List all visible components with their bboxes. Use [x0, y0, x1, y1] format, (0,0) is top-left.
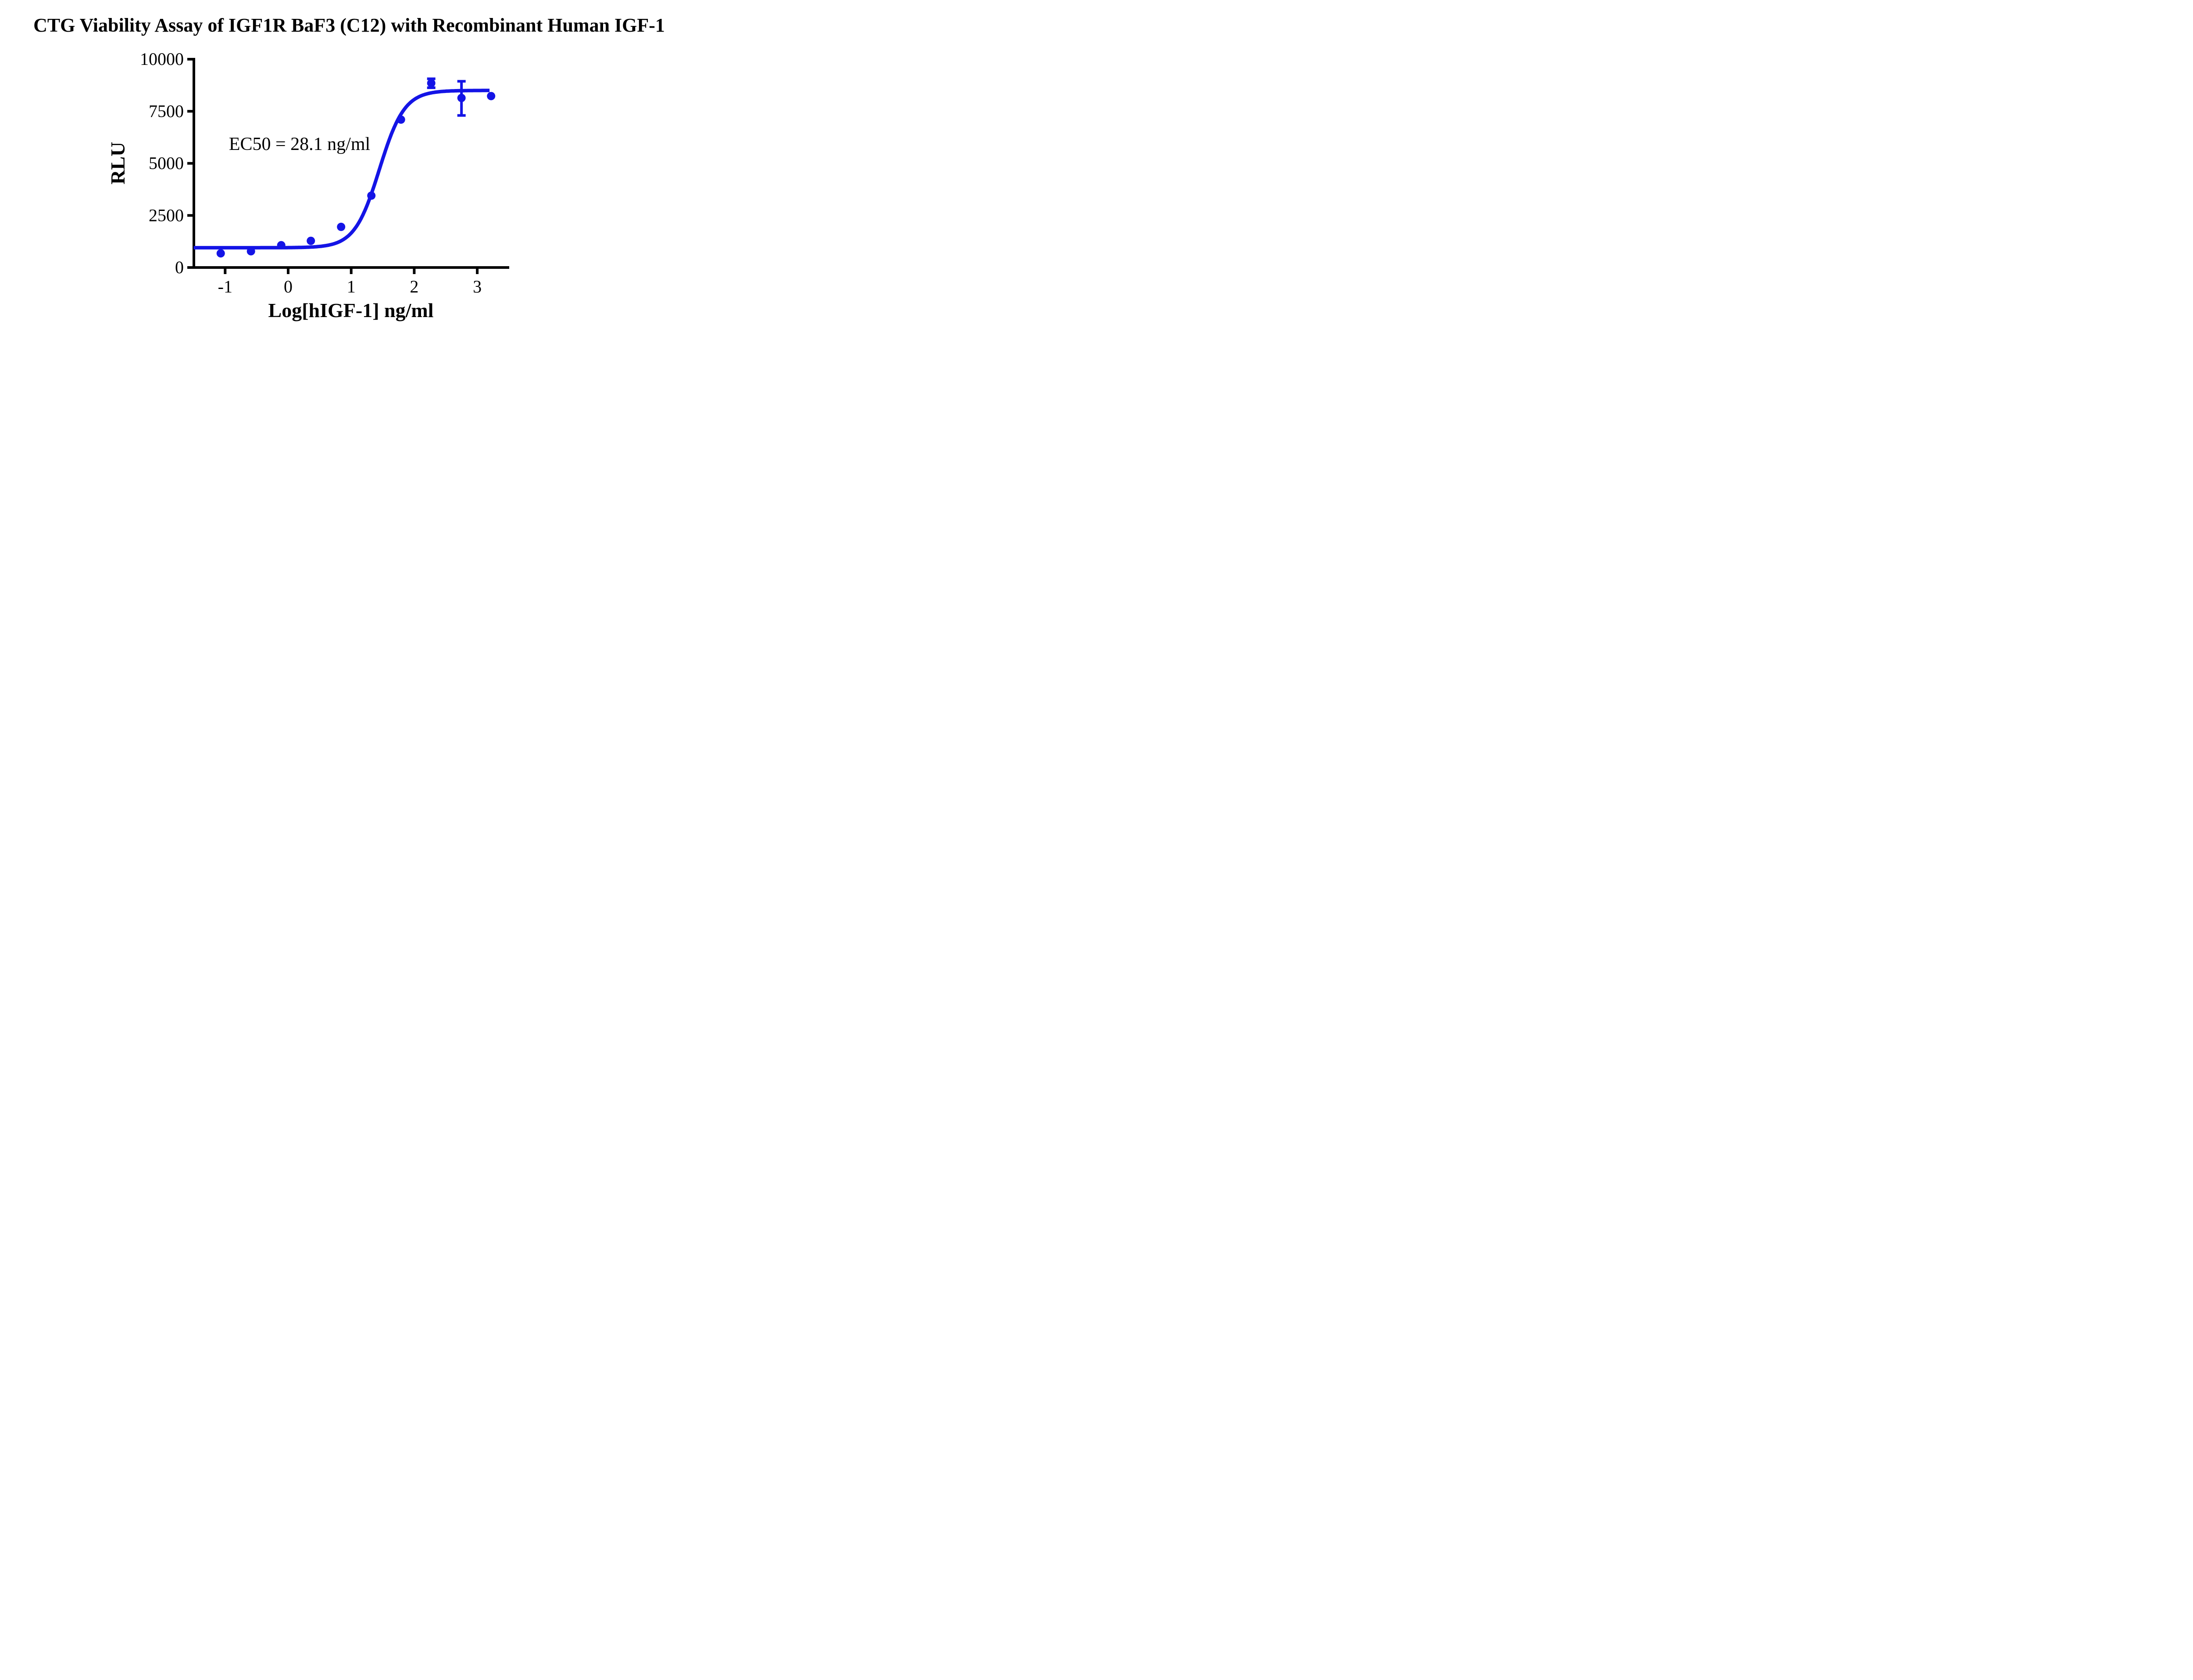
x-tick-mark: [476, 269, 479, 274]
x-tick-mark: [224, 269, 227, 274]
data-point: [367, 191, 376, 200]
x-axis-title: Log[hIGF-1] ng/ml: [268, 299, 434, 321]
y-tick-mark: [187, 58, 193, 61]
error-bar-cap-top: [427, 77, 436, 80]
data-point: [246, 247, 255, 256]
error-bar-cap-bottom: [427, 86, 436, 89]
chart-title: CTG Viability Assay of IGF1R BaF3 (C12) …: [33, 14, 665, 36]
x-tick-mark: [287, 269, 289, 274]
y-tick-label: 2500: [149, 205, 184, 225]
y-tick-mark: [187, 162, 193, 165]
data-point: [337, 222, 346, 231]
chart-layer: 0 2500 5000 7500 10000 -1 0 1 2 3: [140, 49, 509, 296]
data-point: [277, 241, 286, 250]
data-point: [396, 115, 405, 124]
data-point: [216, 249, 225, 258]
y-axis-line: [193, 58, 195, 269]
y-tick-label: 5000: [149, 153, 184, 173]
x-tick-label: 1: [347, 277, 356, 296]
ec50-annotation: EC50 = 28.1 ng/ml: [229, 134, 370, 154]
data-point: [307, 236, 315, 245]
error-bar-cap-top: [457, 80, 466, 83]
x-tick-label: 3: [473, 277, 482, 296]
plot-area: 0 2500 5000 7500 10000 -1 0 1 2 3 EC50 = 28.1 ng/…: [107, 49, 509, 321]
y-tick-mark: [187, 266, 193, 269]
y-tick-label: 10000: [140, 49, 184, 69]
figure: CTG Viability Assay of IGF1R BaF3 (C12) …: [0, 0, 698, 336]
data-point: [457, 93, 466, 102]
x-tick-label: 2: [410, 277, 418, 296]
y-tick-mark: [187, 110, 193, 113]
x-tick-mark: [350, 269, 353, 274]
x-tick-label: 0: [284, 277, 293, 296]
y-axis-title: RLU: [107, 142, 129, 184]
fit-curve: [193, 89, 490, 250]
data-point: [427, 79, 436, 88]
x-tick-mark: [413, 269, 416, 274]
y-tick-label: 0: [175, 257, 184, 277]
y-tick-mark: [187, 214, 193, 217]
y-tick-label: 7500: [149, 101, 184, 121]
data-point: [487, 92, 496, 100]
error-bar-cap-bottom: [457, 114, 466, 117]
x-tick-label: -1: [218, 277, 232, 296]
x-axis-line: [193, 266, 509, 269]
